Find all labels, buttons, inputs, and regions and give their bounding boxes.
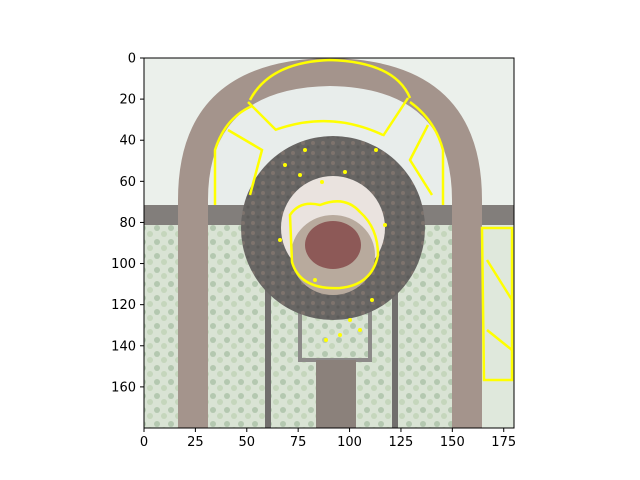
x-tick-label: 75 — [290, 435, 307, 450]
y-tick-label: 120 — [111, 298, 136, 313]
edge-dots — [278, 148, 387, 342]
x-tick-label: 100 — [337, 435, 362, 450]
y-tick-label: 60 — [119, 175, 136, 190]
y-tick-label: 0 — [128, 52, 136, 67]
photo-image — [144, 58, 514, 428]
y-axis-ticks: 0 20 40 60 80 100 120 140 160 — [111, 52, 144, 395]
y-tick-label: 80 — [119, 216, 136, 231]
y-tick-label: 40 — [119, 134, 136, 149]
y-tick-label: 160 — [111, 380, 136, 395]
x-tick-label: 175 — [491, 435, 516, 450]
x-tick-label: 25 — [187, 435, 204, 450]
axes-frame — [143, 57, 515, 429]
x-tick-label: 125 — [389, 435, 414, 450]
y-tick-label: 100 — [111, 257, 136, 272]
y-tick-label: 140 — [111, 339, 136, 354]
x-tick-label: 0 — [140, 435, 148, 450]
edge-overlay — [213, 58, 514, 382]
x-axis-ticks: 0 25 50 75 100 125 150 175 — [140, 428, 516, 450]
x-tick-label: 50 — [239, 435, 256, 450]
x-tick-label: 150 — [440, 435, 465, 450]
y-tick-label: 20 — [119, 93, 136, 108]
